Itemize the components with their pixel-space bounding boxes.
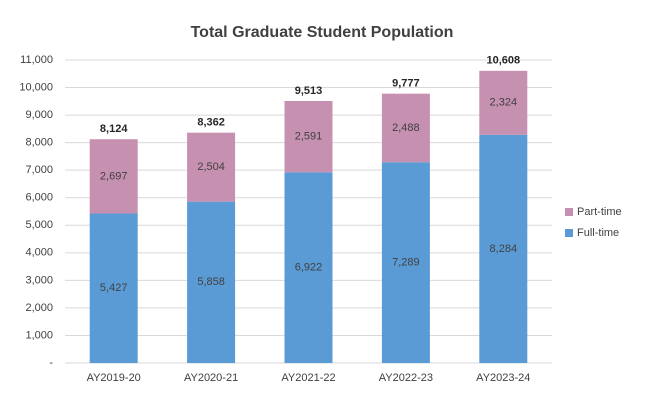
data-label: 2,504 bbox=[197, 161, 225, 173]
y-tick-label: 10,000 bbox=[19, 81, 53, 93]
data-label: 2,324 bbox=[490, 97, 518, 109]
total-label: 8,124 bbox=[100, 123, 128, 135]
data-label: 7,289 bbox=[392, 257, 420, 269]
bar-segment bbox=[187, 132, 236, 202]
y-tick-label: 6,000 bbox=[25, 192, 53, 204]
bar-segment bbox=[479, 134, 528, 363]
total-label: 8,362 bbox=[197, 117, 225, 129]
x-tick-label: AY2020-21 bbox=[184, 372, 238, 384]
data-label: 2,591 bbox=[295, 131, 323, 143]
bar-segment bbox=[381, 162, 430, 363]
y-tick-label: 5,000 bbox=[25, 219, 53, 231]
total-label: 10,608 bbox=[486, 55, 520, 67]
data-label: 6,922 bbox=[295, 262, 323, 274]
bar-segment bbox=[284, 172, 333, 363]
data-label: 5,427 bbox=[100, 282, 128, 294]
y-tick-label: 1,000 bbox=[25, 329, 53, 341]
data-label: 8,284 bbox=[490, 243, 518, 255]
data-label: 2,697 bbox=[100, 170, 128, 182]
total-label: 9,513 bbox=[295, 85, 323, 97]
y-tick-label: 7,000 bbox=[25, 164, 53, 176]
y-tick-label: - bbox=[49, 357, 53, 369]
y-tick-label: 3,000 bbox=[25, 274, 53, 286]
bar-segment bbox=[479, 70, 528, 135]
data-label: 5,858 bbox=[197, 276, 225, 288]
legend-label: Part-time bbox=[577, 206, 622, 218]
y-tick-label: 8,000 bbox=[25, 137, 53, 149]
legend-label: Full-time bbox=[577, 227, 619, 239]
total-label: 9,777 bbox=[392, 78, 420, 90]
x-tick-label: AY2021-22 bbox=[281, 372, 335, 384]
y-tick-label: 11,000 bbox=[20, 54, 53, 66]
x-tick-label: AY2023-24 bbox=[476, 372, 530, 384]
x-tick-label: AY2019-20 bbox=[87, 372, 141, 384]
y-tick-label: 4,000 bbox=[25, 247, 53, 259]
legend-swatch bbox=[565, 208, 573, 216]
bar-segment bbox=[381, 93, 430, 163]
bar-segment bbox=[187, 201, 236, 363]
y-tick-label: 9,000 bbox=[25, 109, 53, 121]
legend-swatch bbox=[565, 229, 573, 237]
bar-segment bbox=[89, 213, 138, 363]
bar-segment bbox=[284, 100, 333, 173]
bar-segment bbox=[89, 139, 138, 214]
data-label: 2,488 bbox=[392, 122, 420, 134]
chart-title: Total Graduate Student Population bbox=[191, 24, 454, 41]
y-tick-label: 2,000 bbox=[25, 302, 53, 314]
x-tick-label: AY2022-23 bbox=[379, 372, 433, 384]
